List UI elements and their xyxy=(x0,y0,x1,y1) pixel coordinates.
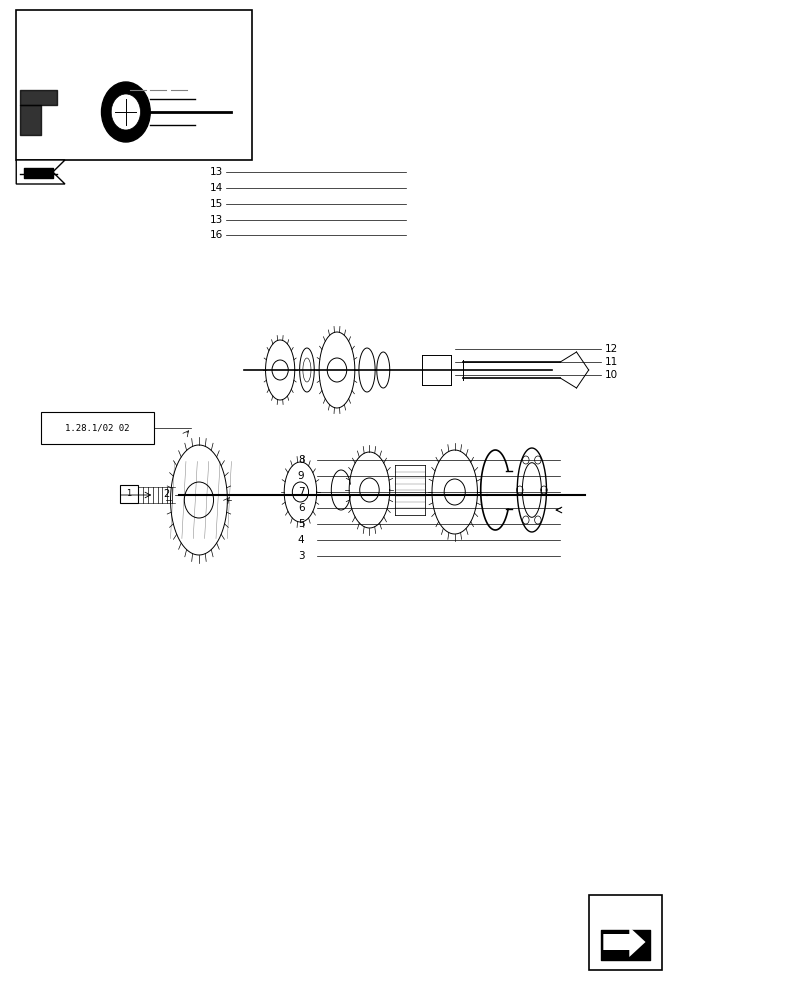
Text: 10: 10 xyxy=(604,370,617,380)
Text: 14: 14 xyxy=(210,183,223,193)
Bar xyxy=(120,485,138,503)
Text: 3: 3 xyxy=(298,551,304,561)
Text: 13: 13 xyxy=(210,215,223,225)
Bar xyxy=(16,10,251,160)
Text: 1.28.1/02 02: 1.28.1/02 02 xyxy=(65,424,130,432)
Text: 16: 16 xyxy=(210,230,223,240)
Text: 5: 5 xyxy=(298,519,304,529)
Text: 15: 15 xyxy=(210,199,223,209)
Text: 12: 12 xyxy=(604,344,617,354)
Polygon shape xyxy=(16,160,65,184)
Bar xyxy=(41,412,154,444)
Text: 4: 4 xyxy=(298,535,304,545)
Text: 11: 11 xyxy=(604,357,617,367)
Text: 9: 9 xyxy=(298,471,304,481)
Text: 1: 1 xyxy=(127,489,131,498)
Text: 7: 7 xyxy=(298,487,304,497)
Text: 2: 2 xyxy=(163,489,169,499)
Text: 8: 8 xyxy=(298,455,304,465)
Text: 6: 6 xyxy=(298,503,304,513)
Text: 13: 13 xyxy=(210,167,223,177)
Circle shape xyxy=(111,94,140,130)
Bar xyxy=(588,895,661,970)
Polygon shape xyxy=(603,927,645,957)
Circle shape xyxy=(101,82,150,142)
